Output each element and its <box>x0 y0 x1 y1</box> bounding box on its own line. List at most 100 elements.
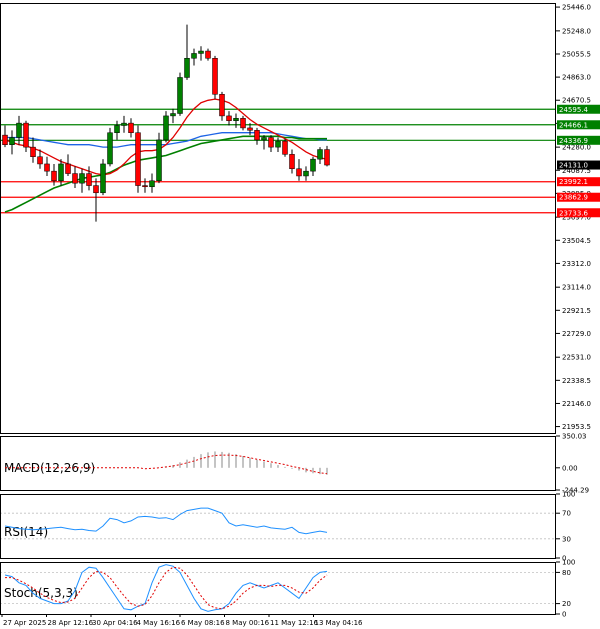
x-tick-label: 30 Apr 04:16 <box>92 619 138 627</box>
level-tag-label: 24336.9 <box>559 137 588 145</box>
candle-body <box>30 146 36 157</box>
candle-body <box>114 125 120 133</box>
level-tag-label: 24466.1 <box>559 121 588 129</box>
candle-body <box>149 180 155 188</box>
x-tick-label: 6 May 08:16 <box>181 619 225 627</box>
x-tick-label: 28 Apr 12:16 <box>48 619 94 627</box>
candle-body <box>247 127 253 131</box>
price-tick-label: 22729.0 <box>562 330 591 338</box>
candle-body <box>261 137 267 141</box>
candle-body <box>254 130 260 141</box>
stoch-panel-frame <box>0 562 556 615</box>
price-tick-label: 25055.5 <box>562 50 591 58</box>
candle-body <box>303 170 309 177</box>
price-tick-label: 22921.5 <box>562 307 591 315</box>
level-tag <box>557 177 600 187</box>
rsi-line <box>4 507 328 535</box>
candle-body <box>44 163 50 172</box>
stoch-k-line <box>4 564 328 612</box>
x-tick-label: 27 Apr 2025 <box>3 619 46 627</box>
candle-body <box>65 163 71 174</box>
rsi-tick-label: 70 <box>562 510 571 518</box>
x-tick-label: 11 May 12:16 <box>270 619 319 627</box>
candle-body <box>275 140 281 148</box>
price-tick-label: 23504.5 <box>562 237 591 245</box>
candle-body <box>219 94 225 117</box>
candle-body <box>205 50 211 59</box>
candle-body <box>37 156 43 165</box>
candle-body <box>121 122 127 126</box>
level-tag-label: 23733.6 <box>559 209 588 217</box>
rsi-panel: RSI(14) 100 70 30 0 <box>0 491 575 563</box>
level-tag-label: 23862.9 <box>559 194 588 202</box>
candle-body <box>310 158 316 172</box>
macd-tick-label: 350.03 <box>562 433 587 441</box>
candle-body <box>2 134 8 145</box>
rsi-panel-frame <box>0 494 556 559</box>
level-tag-label: 24595.4 <box>559 106 588 114</box>
candle-body <box>9 137 15 145</box>
level-tag <box>557 135 600 145</box>
level-tag <box>557 120 600 130</box>
candle-body <box>51 170 57 182</box>
candle-body <box>324 149 330 166</box>
candle-body <box>58 163 64 182</box>
candle-body <box>191 53 197 59</box>
candle-body <box>100 163 106 194</box>
current-price-label: 24131.0 <box>559 162 588 170</box>
candle-body <box>198 50 204 54</box>
candle-body <box>240 118 246 129</box>
candle-body <box>142 185 148 188</box>
current-price-tag <box>557 160 600 170</box>
stoch-tick-label: 80 <box>562 569 571 577</box>
main-price-panel: 25446.025248.025055.524863.024670.524478… <box>0 4 600 431</box>
x-tick-label: 8 May 00:16 <box>226 619 270 627</box>
price-tick-label: 21953.5 <box>562 423 591 431</box>
candle-body <box>233 118 239 121</box>
price-tick-label: 22146.0 <box>562 400 591 408</box>
rsi-tick-label: 100 <box>562 491 575 499</box>
price-tick-label: 24087.5 <box>562 167 591 175</box>
rsi-label: RSI(14) <box>4 525 48 539</box>
macd-tick-label: 0.00 <box>562 464 578 472</box>
x-tick-label: 4 May 16:16 <box>137 619 181 627</box>
candle-body <box>226 115 232 121</box>
candle-body <box>72 173 78 184</box>
main-panel-frame <box>0 3 556 434</box>
ma-green-line <box>4 135 327 213</box>
price-tick-label: 24280.0 <box>562 144 591 152</box>
candle-body <box>128 122 134 133</box>
level-tag-label: 23992.1 <box>559 178 588 186</box>
candle-body <box>289 154 295 170</box>
price-tick-label: 23312.0 <box>562 260 591 268</box>
candle-body <box>296 168 302 177</box>
candle-body <box>16 122 22 138</box>
price-tick-label: 25248.0 <box>562 27 591 35</box>
candle-body <box>93 185 99 194</box>
candle-body <box>135 132 141 186</box>
candle-body <box>79 173 85 184</box>
candle-body <box>163 115 169 141</box>
candle-body <box>86 173 92 186</box>
stoch-tick-label: 20 <box>562 600 571 608</box>
level-tag <box>557 104 600 114</box>
stoch-label: Stoch(5,3,3) <box>4 586 78 600</box>
stoch-tick-label: 100 <box>562 559 575 567</box>
price-tick-label: 24863.0 <box>562 74 591 82</box>
level-tag <box>557 208 600 218</box>
price-tick-label: 22531.0 <box>562 354 591 362</box>
price-tick-label: 25446.0 <box>562 4 591 12</box>
candle-body <box>107 132 113 165</box>
price-tick-label: 23697.0 <box>562 214 591 222</box>
candle-body <box>156 139 162 182</box>
candle-body <box>212 58 218 95</box>
price-tick-label: 22338.5 <box>562 377 591 385</box>
rsi-tick-label: 0 <box>562 555 566 563</box>
macd-panel-frame <box>0 436 556 491</box>
macd-signal-line <box>5 454 328 475</box>
macd-tick-label: -244.29 <box>562 487 589 495</box>
price-tick-label: 23114.0 <box>562 284 591 292</box>
candle-body <box>317 149 323 160</box>
